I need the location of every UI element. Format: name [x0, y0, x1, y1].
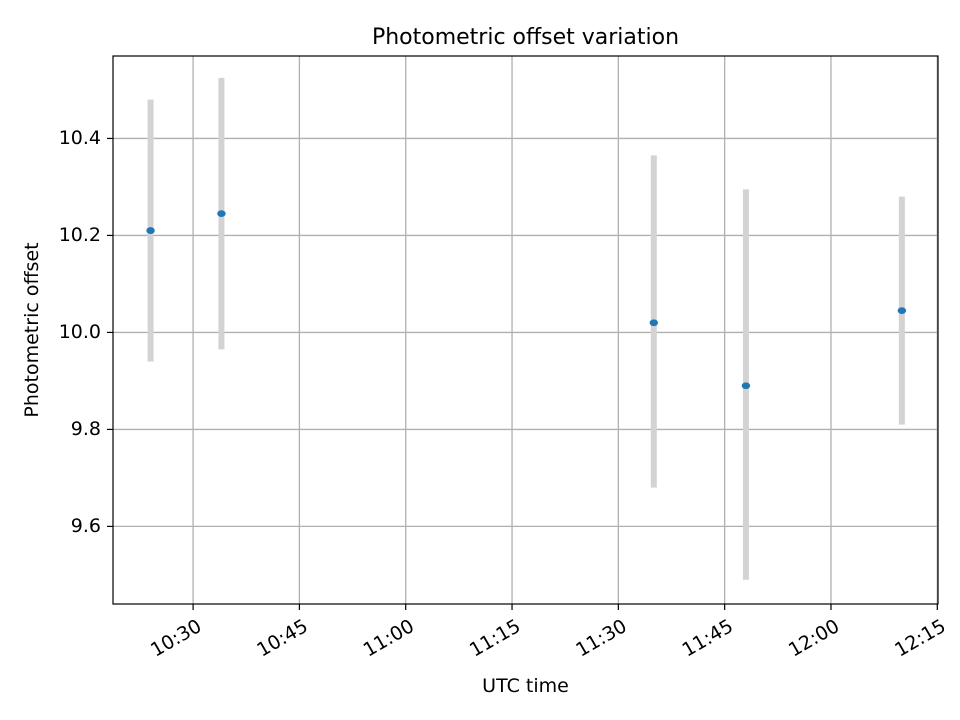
plot-frame	[112, 55, 939, 605]
x-tick-label: 10:45	[253, 615, 311, 661]
x-axis-label: UTC time	[482, 675, 569, 697]
x-tick-label: 12:00	[785, 615, 843, 661]
x-tick-label: 11:45	[679, 615, 737, 661]
x-tick-label: 12:15	[891, 615, 949, 661]
x-tick-label: 11:15	[466, 615, 524, 661]
x-tick-label: 11:00	[360, 615, 418, 661]
chart-title: Photometric offset variation	[372, 25, 679, 50]
error-bars	[147, 77, 905, 580]
x-tick-label: 11:30	[572, 615, 630, 661]
data-point	[649, 319, 658, 327]
data-point	[897, 307, 907, 315]
data-points	[146, 210, 907, 390]
y-tick-label: 9.8	[71, 418, 101, 440]
x-tick-label: 10:30	[147, 615, 205, 661]
y-tick-label: 10.0	[59, 321, 101, 343]
y-tick-label: 9.6	[71, 515, 101, 537]
y-tick-label: 10.2	[59, 224, 101, 246]
data-point	[146, 227, 155, 234]
y-tick-label: 10.4	[59, 127, 101, 149]
y-axis-label: Photometric offset	[21, 242, 43, 417]
grid	[113, 56, 938, 604]
data-point	[217, 210, 226, 218]
axis-ticks: 10:30 10:45 11:00 11:15 11:30 11:45 12:00 12:15…	[59, 127, 950, 662]
data-point	[741, 382, 751, 390]
